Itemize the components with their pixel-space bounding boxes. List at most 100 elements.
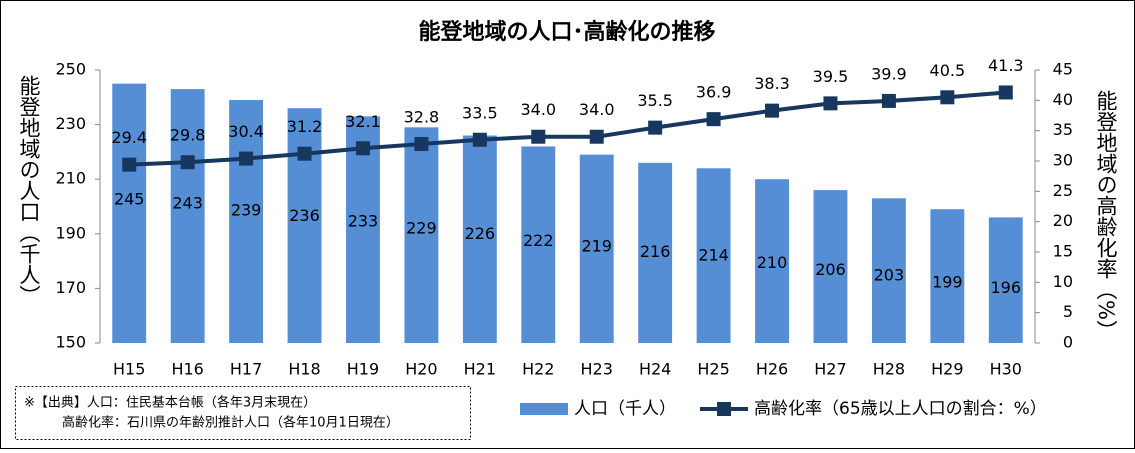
bar-value-label: 196: [991, 278, 1022, 297]
y2-tick-label: 25: [1053, 181, 1073, 200]
y2-tick-label: 20: [1053, 211, 1073, 230]
bar-value-label: 239: [231, 201, 262, 220]
line-value-label: 33.5: [462, 103, 498, 122]
x-tick-label: H15: [113, 360, 145, 379]
bar-value-label: 236: [289, 206, 320, 225]
bar: [287, 108, 322, 343]
line-marker: [531, 129, 546, 144]
bar-value-label: 245: [114, 190, 145, 209]
line-marker: [823, 96, 838, 111]
x-tick-label: H25: [697, 360, 729, 379]
y-tick-label: 190: [55, 223, 86, 242]
y2-tick-label: 10: [1053, 272, 1073, 291]
line-marker: [998, 85, 1013, 100]
line-marker: [940, 90, 955, 105]
x-tick-label: H19: [347, 360, 379, 379]
bar-value-label: 199: [932, 273, 963, 292]
source-line: ※【出典】人口：住民基本台帳（各年3月末現在）: [24, 395, 316, 411]
line-marker: [122, 157, 137, 172]
x-tick-label: H24: [639, 360, 671, 379]
bar-value-label: 203: [874, 265, 905, 284]
bar: [112, 83, 147, 344]
x-tick-label: H23: [581, 360, 613, 379]
line-value-label: 40.5: [930, 61, 966, 80]
bar-value-label: 222: [523, 231, 554, 250]
line-marker: [648, 120, 663, 135]
line-marker: [472, 132, 487, 147]
line: [129, 90, 1006, 167]
bar: [813, 190, 848, 343]
bar: [170, 89, 205, 343]
line-value-label: 36.9: [696, 83, 732, 102]
x-tick-label: H16: [171, 360, 203, 379]
x-tick-label: H27: [814, 360, 846, 379]
bar-value-label: 219: [581, 237, 612, 256]
chart-title: 能登地域の人口･高齢化の推移: [418, 19, 715, 45]
line-value-label: 39.9: [871, 64, 907, 83]
line-value-label: 30.4: [228, 122, 264, 141]
line-value-label: 34.0: [520, 100, 556, 119]
y2-tick-label: 35: [1053, 120, 1073, 139]
x-tick-label: H21: [464, 360, 496, 379]
bar: [988, 217, 1023, 343]
y-axis-label: 能登地域の人口（千人）: [17, 75, 41, 306]
source-line: 高齢化率：石川県の年齢別推計人口（各年10月1日現在）: [62, 415, 399, 431]
line-value-label: 32.1: [345, 112, 381, 131]
y-tick-label: 150: [55, 333, 86, 352]
legend-swatch: [717, 402, 731, 416]
x-tick-label: H30: [990, 360, 1022, 379]
bar: [229, 100, 264, 343]
line-value-label: 29.4: [111, 128, 147, 147]
y2-axis-label: 能登地域の高齢化率（%）: [1094, 90, 1118, 341]
x-tick-label: H22: [522, 360, 554, 379]
y2-tick-label: 30: [1053, 151, 1073, 170]
line-marker: [706, 112, 721, 127]
y2-tick-label: 45: [1053, 60, 1073, 79]
line-value-label: 31.2: [287, 117, 323, 136]
y-tick-label: 210: [55, 169, 86, 188]
bar: [579, 154, 614, 343]
legend-label: 高齢化率（65歳以上人口の割合：%）: [754, 399, 1047, 419]
bar-value-label: 210: [757, 253, 788, 272]
bar: [462, 135, 497, 343]
line-value-label: 29.8: [170, 126, 206, 145]
line-value-label: 38.3: [754, 74, 790, 93]
bar: [930, 209, 965, 343]
line-marker: [297, 146, 312, 161]
bar-value-label: 229: [406, 219, 437, 238]
bar-value-label: 233: [348, 211, 379, 230]
line-value-label: 34.0: [579, 100, 615, 119]
y-tick-label: 170: [55, 278, 86, 297]
line-value-label: 41.3: [988, 56, 1024, 75]
line-marker: [355, 141, 370, 156]
line-value-label: 39.5: [813, 67, 849, 86]
line-marker: [414, 137, 429, 152]
line-marker: [589, 129, 604, 144]
y-tick-label: 230: [55, 114, 86, 133]
y-tick-label: 250: [55, 60, 86, 79]
bar-value-label: 226: [465, 224, 496, 243]
bar-value-label: 216: [640, 242, 671, 261]
line-marker: [881, 93, 896, 108]
line-value-label: 32.8: [404, 108, 440, 127]
legend-swatch: [520, 403, 568, 415]
source-box: [15, 386, 471, 440]
line-marker: [765, 103, 780, 118]
x-tick-label: H28: [873, 360, 905, 379]
x-tick-label: H29: [931, 360, 963, 379]
x-tick-label: H26: [756, 360, 788, 379]
bar-value-label: 243: [172, 193, 203, 212]
x-tick-label: H17: [230, 360, 262, 379]
bar-value-label: 206: [815, 260, 846, 279]
y2-tick-label: 5: [1063, 302, 1073, 321]
bar: [404, 127, 439, 343]
line-marker: [180, 155, 195, 170]
bar: [871, 198, 906, 343]
x-tick-label: H18: [288, 360, 320, 379]
line-marker: [239, 151, 254, 166]
y2-tick-label: 40: [1053, 90, 1073, 109]
y2-tick-label: 0: [1063, 333, 1073, 352]
line-value-label: 35.5: [637, 91, 673, 110]
legend-label: 人口（千人）: [574, 399, 676, 419]
